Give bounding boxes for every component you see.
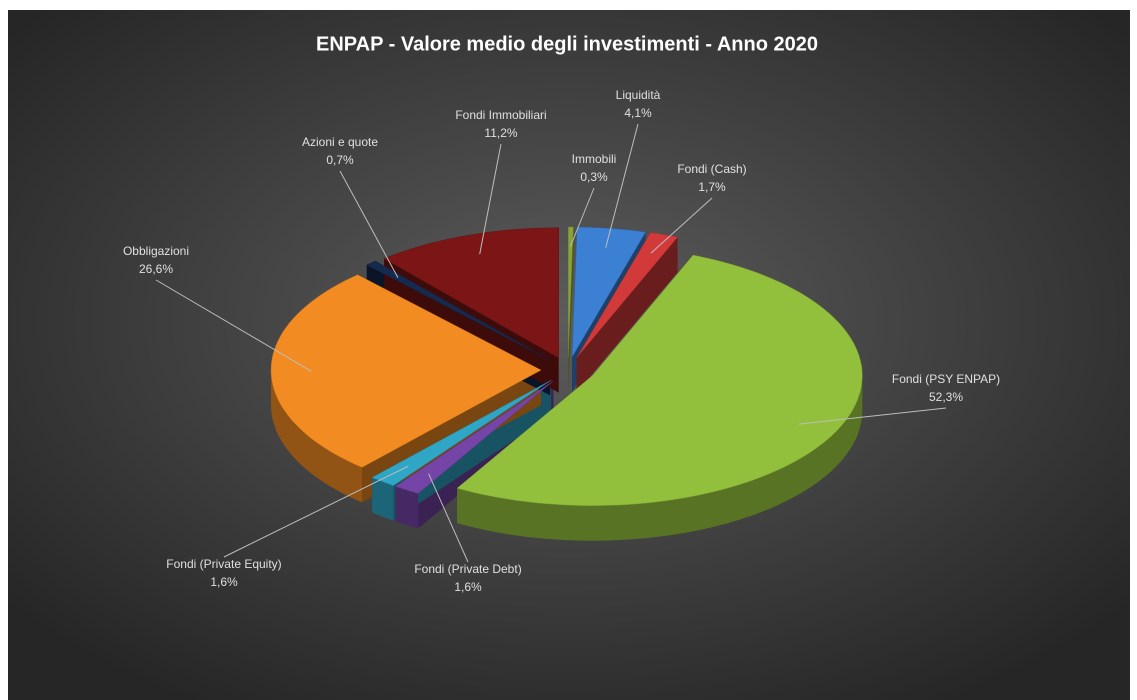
tops xyxy=(270,226,863,506)
slice-wall xyxy=(576,237,678,393)
leader-line xyxy=(605,123,639,248)
leader-line xyxy=(798,407,947,425)
slice-label: Fondi Immobiliari xyxy=(455,108,546,122)
slice-label: Fondi (PSY ENPAP) xyxy=(892,372,1000,386)
leader-line xyxy=(223,465,409,558)
leader-line xyxy=(650,197,713,254)
slice-label: Liquidità xyxy=(616,88,661,102)
slice-label: Obbligazioni xyxy=(123,244,189,258)
leader-line xyxy=(155,279,312,372)
slice-value: 26,6% xyxy=(139,262,173,276)
slice-label: Immobili xyxy=(572,152,617,166)
slice-wall xyxy=(568,227,574,392)
slice xyxy=(383,227,559,359)
slice xyxy=(571,226,647,358)
slice-label: Azioni e quote xyxy=(302,135,378,149)
slice-label: Fondi (Cash) xyxy=(677,162,746,176)
slice-label: Fondi (Private Debt) xyxy=(414,562,521,576)
slice-value: 1,7% xyxy=(698,180,726,194)
slice xyxy=(456,254,863,506)
bands xyxy=(271,370,863,541)
leader-line xyxy=(479,143,502,255)
slice xyxy=(366,260,551,361)
slice-value: 0,3% xyxy=(580,170,608,184)
slice-value: 52,3% xyxy=(929,390,963,404)
slice-value: 4,1% xyxy=(624,106,652,120)
slice xyxy=(394,380,554,494)
slice-side xyxy=(457,375,863,541)
slice-side xyxy=(271,370,362,503)
slice-value: 1,6% xyxy=(454,580,482,594)
slice-side xyxy=(372,477,394,521)
slice xyxy=(270,274,542,468)
slice xyxy=(576,232,679,358)
slice-side xyxy=(395,486,419,529)
labels: Immobili 0,3% Liquidità 4,1% Fondi (Cash) 1,7… xyxy=(123,88,1000,594)
slice xyxy=(568,226,574,358)
leader-line xyxy=(428,473,469,563)
leader-line xyxy=(569,187,595,247)
chart-title: ENPAP - Valore medio degli investimenti … xyxy=(316,33,818,55)
leader-line xyxy=(339,170,399,278)
slice-label: Fondi (Private Equity) xyxy=(166,557,281,571)
slice xyxy=(371,379,552,486)
slice-value: 0,7% xyxy=(326,153,354,167)
slice-value: 1,6% xyxy=(210,575,238,589)
slice-value: 11,2% xyxy=(484,126,517,140)
